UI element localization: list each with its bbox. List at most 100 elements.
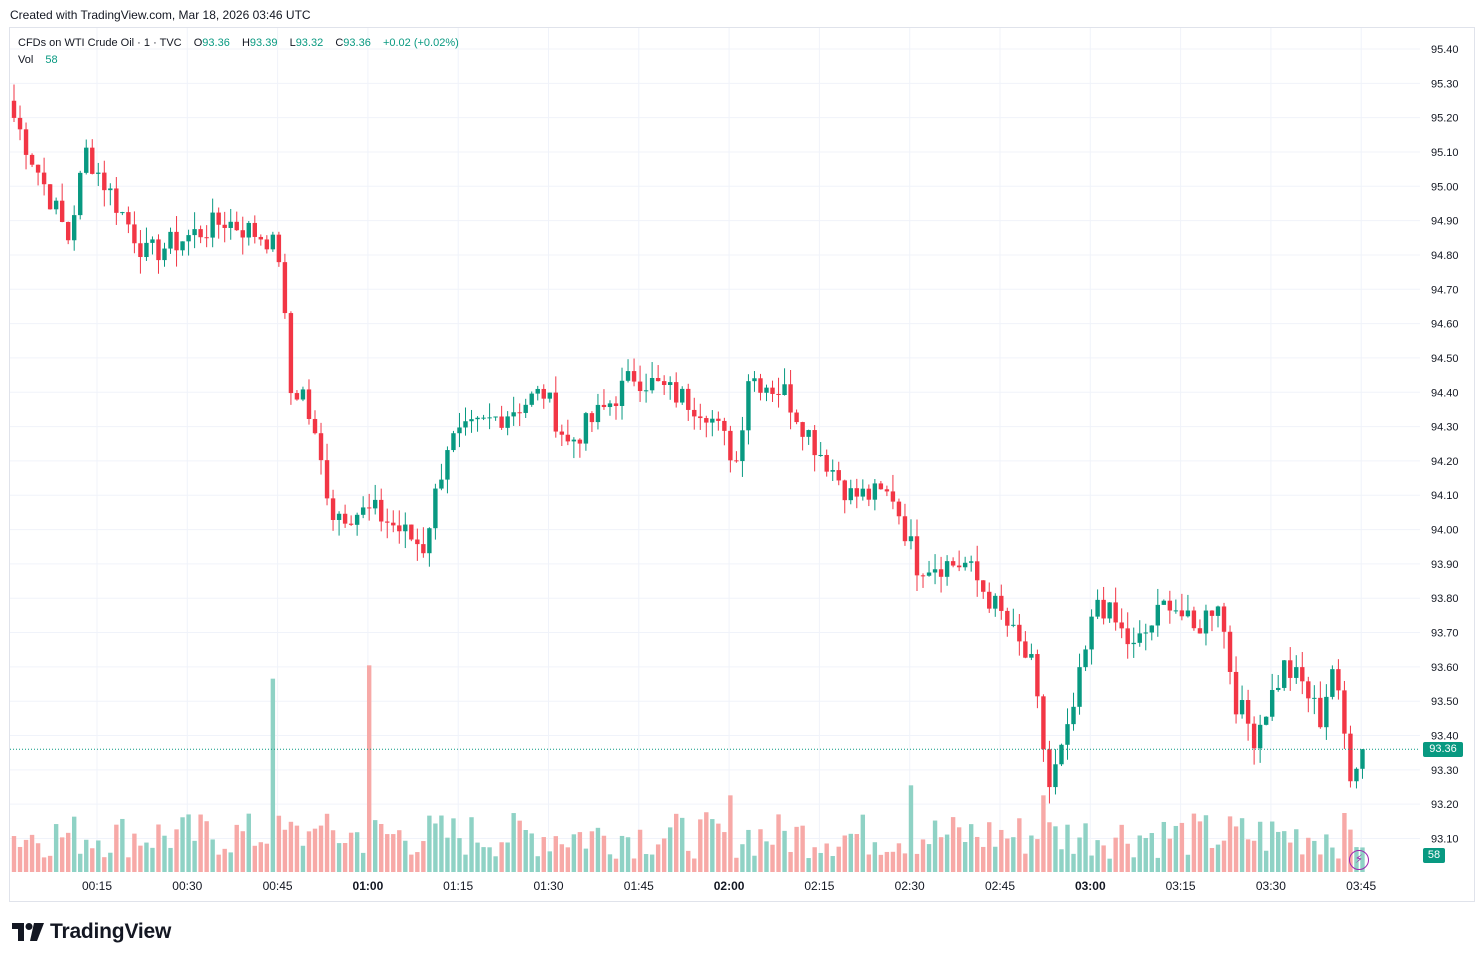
- volume-bar: [288, 821, 294, 872]
- candle-body: [397, 525, 402, 532]
- candle-body: [1197, 628, 1203, 634]
- volume-bar: [595, 827, 601, 872]
- volume-bar: [764, 841, 769, 872]
- candle-body: [1089, 616, 1094, 650]
- volume-bar: [926, 844, 932, 872]
- volume-bar: [108, 852, 113, 872]
- volume-bar: [90, 848, 95, 872]
- candle-body: [674, 382, 679, 403]
- volume-bar: [228, 852, 233, 872]
- candle-body: [788, 384, 793, 413]
- volume-bar: [625, 837, 631, 872]
- candle-body: [1113, 602, 1118, 623]
- candle-body: [914, 536, 920, 576]
- legend-symbol[interactable]: CFDs on WTI Crude Oil · 1 · TVC: [18, 37, 182, 49]
- volume-bar: [1161, 821, 1167, 872]
- tradingview-logo-icon: [12, 923, 44, 941]
- y-tick-label: 94.10: [1431, 490, 1459, 502]
- volume-bar: [180, 817, 185, 872]
- volume-bar: [1065, 824, 1070, 872]
- candle-body: [1336, 669, 1341, 691]
- y-tick-label: 93.10: [1431, 834, 1459, 846]
- volume-bar: [830, 856, 835, 872]
- volume-bar: [848, 833, 853, 872]
- candle-body: [204, 237, 209, 239]
- volume-bar: [397, 830, 402, 872]
- volume-bar: [601, 835, 607, 872]
- candle-body: [1251, 723, 1257, 749]
- candle-body: [35, 164, 41, 173]
- legend-vol-label[interactable]: Vol: [18, 54, 34, 66]
- candle-body: [1065, 724, 1070, 745]
- volume-bar: [276, 815, 282, 872]
- legend-open-label: O: [193, 37, 203, 49]
- volume-bar: [788, 851, 793, 872]
- volume-bar: [1149, 833, 1154, 872]
- volume-bar: [968, 824, 974, 872]
- volume-bar: [300, 845, 306, 872]
- volume-bar: [342, 843, 348, 872]
- volume-bar: [463, 854, 468, 872]
- volume-bar: [114, 824, 119, 872]
- candle-body: [1294, 667, 1299, 678]
- volume-bar: [692, 858, 697, 872]
- candle-body: [896, 501, 902, 517]
- candle-body: [794, 412, 799, 423]
- candle-body: [517, 412, 522, 414]
- candle-body: [126, 212, 131, 225]
- volume-bar: [1227, 816, 1233, 872]
- volume-bar: [577, 832, 583, 872]
- candle-body: [439, 479, 444, 489]
- volume-bar: [1137, 835, 1142, 872]
- candle-body: [29, 154, 35, 165]
- candle-body: [1155, 604, 1160, 626]
- volume-bar: [637, 829, 643, 872]
- volume-bars: [11, 665, 1365, 872]
- candle-body: [288, 313, 294, 394]
- candle-body: [144, 242, 149, 258]
- candle-body: [649, 377, 655, 391]
- candle-body: [1047, 749, 1052, 788]
- candle-body: [1354, 768, 1359, 782]
- volume-bar: [1059, 849, 1064, 872]
- y-tick-label: 94.60: [1431, 319, 1459, 331]
- x-tick-label: 03:00: [1075, 879, 1106, 893]
- tradingview-logo[interactable]: TradingView: [12, 918, 171, 946]
- volume-bar: [878, 854, 884, 872]
- legend-volume-row: Vol 58: [18, 52, 459, 69]
- volume-bar: [956, 827, 962, 872]
- candle-body: [1137, 633, 1142, 643]
- y-tick-label: 93.20: [1431, 799, 1459, 811]
- candle-body: [385, 521, 390, 523]
- volume-bar: [72, 816, 77, 872]
- candle-body: [469, 419, 474, 422]
- volume-bar: [752, 855, 757, 872]
- candle-body: [336, 513, 342, 520]
- volume-bar: [445, 837, 450, 872]
- volume-bar: [360, 852, 366, 872]
- y-tick-label: 94.80: [1431, 250, 1459, 262]
- candle-body: [433, 488, 438, 529]
- x-tick-label: 01:30: [533, 879, 563, 893]
- candle-body: [499, 416, 504, 428]
- lightning-icon[interactable]: ⚡: [1349, 850, 1369, 870]
- volume-bar: [1053, 826, 1058, 872]
- candle-body: [198, 229, 203, 238]
- candle-body: [505, 416, 510, 428]
- volume-bar: [192, 840, 197, 872]
- candle-body: [686, 388, 691, 410]
- volume-bar: [1215, 844, 1221, 872]
- y-tick-label: 93.90: [1431, 559, 1459, 571]
- candle-body: [975, 561, 980, 581]
- candle-body: [770, 387, 775, 394]
- y-tick-label: 95.40: [1431, 44, 1459, 56]
- candle-body: [559, 431, 565, 435]
- volume-bar: [1263, 850, 1269, 872]
- x-tick-label: 03:45: [1346, 879, 1376, 893]
- volume-bar: [439, 815, 444, 872]
- legend-low-label: L: [289, 37, 296, 49]
- volume-bar: [872, 842, 878, 872]
- candles: [11, 84, 1365, 804]
- y-tick-label: 93.50: [1431, 696, 1459, 708]
